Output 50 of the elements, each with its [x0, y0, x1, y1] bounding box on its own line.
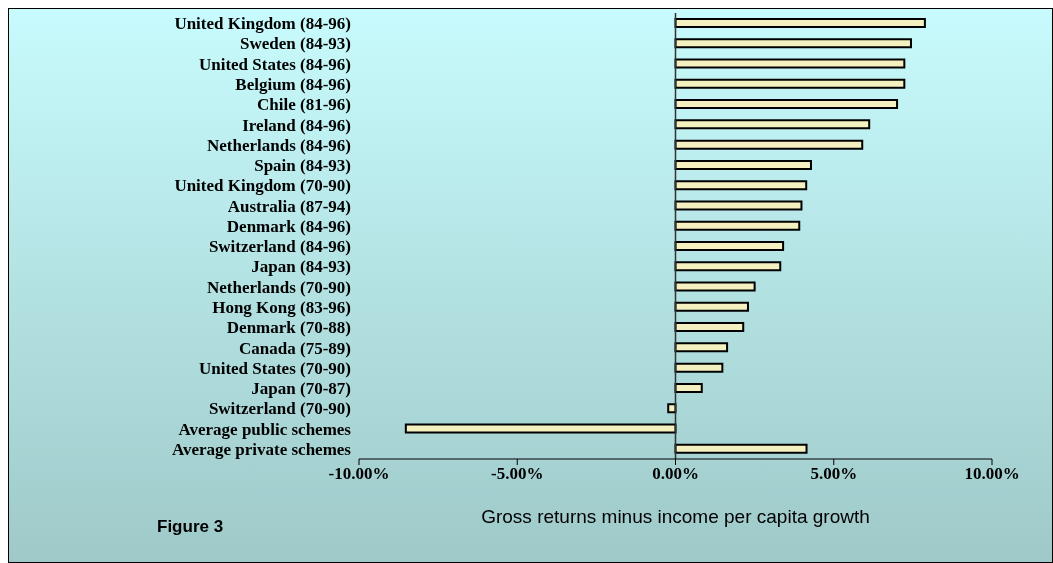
bar — [674, 382, 703, 393]
y-tick-label: Denmark (84-96) — [226, 216, 351, 236]
y-tick-label: Average public schemes — [178, 419, 352, 439]
y-tick-label: Netherlands (84-96) — [206, 135, 351, 155]
y-tick-label: Australia (87-94) — [227, 196, 351, 216]
bar — [674, 241, 785, 251]
y-tick-label: Hong Kong (83-96) — [212, 297, 351, 317]
y-tick-label: Chile (81-96) — [257, 95, 351, 115]
y-tick-label: United Kingdom (70-90) — [174, 176, 351, 196]
bar — [674, 38, 912, 49]
y-tick-label: United States (70-90) — [198, 358, 351, 378]
bar — [674, 78, 906, 89]
bar — [674, 342, 729, 353]
bar — [674, 362, 724, 373]
y-tick-label: Netherlands (70-90) — [206, 277, 351, 297]
bar — [674, 261, 782, 272]
bar — [674, 322, 745, 333]
bar — [674, 443, 808, 454]
x-tick-label: 5.00% — [810, 464, 858, 484]
x-axis-title: Gross returns minus income per capita growth — [481, 506, 870, 527]
bar — [674, 200, 803, 211]
bar — [674, 18, 926, 28]
y-tick-label: Switzerland (84-96) — [208, 237, 351, 257]
x-tick-label: 10.00% — [964, 464, 1020, 484]
bar — [674, 301, 749, 312]
bar — [404, 423, 677, 434]
x-tick-label: -5.00% — [491, 464, 544, 484]
y-tick-label: United Kingdom (84-96) — [174, 14, 351, 34]
y-tick-label: Denmark (70-88) — [226, 318, 351, 338]
bar — [674, 159, 812, 170]
bar — [674, 139, 864, 150]
y-tick-label: Canada (75-89) — [239, 338, 351, 358]
bar — [674, 119, 871, 130]
y-tick-label: Switzerland (70-90) — [208, 399, 351, 419]
bar — [674, 281, 756, 292]
y-tick-label: Japan (70-87) — [251, 379, 351, 399]
y-tick-label: Japan (84-93) — [251, 257, 351, 277]
bar — [674, 99, 899, 110]
y-tick-label: Ireland (84-96) — [242, 115, 351, 135]
y-tick-label: Sweden (84-93) — [240, 34, 351, 54]
x-tick-label: 0.00% — [652, 464, 699, 484]
caption: Figure 3 — [157, 517, 224, 537]
x-tick-label: -10.00% — [328, 464, 390, 484]
y-tick-label: Average private schemes — [171, 439, 352, 459]
y-tick-label: United States (84-96) — [198, 54, 351, 74]
bar — [674, 180, 808, 191]
y-tick-label: Belgium (84-96) — [235, 74, 351, 94]
bar — [674, 220, 801, 231]
bar — [674, 58, 906, 69]
y-tick-label: Spain (84-93) — [254, 156, 351, 176]
